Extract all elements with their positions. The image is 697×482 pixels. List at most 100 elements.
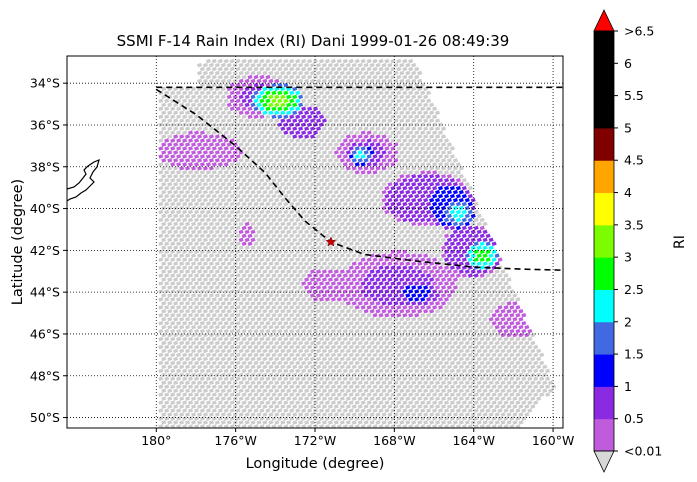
swath-pixel	[402, 82, 408, 88]
swath-pixel	[253, 138, 259, 143]
swath-pixel	[336, 114, 342, 120]
swath-pixel	[301, 130, 307, 135]
swath-pixel	[283, 58, 289, 64]
swath-pixel	[420, 114, 426, 120]
swath-pixel	[411, 86, 417, 92]
swath-pixel	[363, 78, 369, 84]
swath-pixel	[402, 98, 408, 104]
swath-pixel	[262, 134, 268, 139]
swath-pixel	[232, 150, 238, 155]
swath-pixel	[277, 58, 283, 64]
swath-pixel	[316, 126, 322, 131]
swath-pixel	[271, 66, 277, 72]
swath-pixel	[235, 138, 241, 143]
swath-pixel	[199, 138, 205, 143]
swath-pixel	[339, 102, 345, 108]
swath-pixel	[354, 106, 360, 112]
swath-pixel	[390, 66, 396, 72]
swath-pixel	[158, 130, 164, 135]
swath-pixel	[256, 142, 262, 147]
swath-pixel	[396, 66, 402, 72]
swath-pixel	[253, 98, 259, 104]
swath-pixel	[274, 126, 280, 131]
swath-pixel	[310, 94, 316, 100]
swath-pixel	[324, 138, 330, 143]
swath-pixel	[372, 90, 378, 96]
swath-pixel	[301, 146, 307, 151]
swath-pixel	[357, 110, 363, 116]
swath-pixel	[307, 106, 313, 112]
swath-pixel	[307, 130, 313, 135]
swath-pixel	[316, 78, 322, 84]
swath-pixel	[208, 150, 214, 155]
swath-pixel	[170, 114, 176, 120]
swath-pixel	[214, 78, 220, 84]
swath-pixel	[295, 106, 301, 112]
swath-pixel	[250, 150, 256, 155]
swath-pixel	[381, 142, 387, 147]
swath-pixel	[372, 122, 378, 127]
swath-pixel	[414, 98, 420, 104]
swath-pixel	[179, 94, 185, 100]
swath-pixel	[271, 58, 277, 64]
swath-pixel	[179, 134, 185, 139]
swath-pixel	[265, 98, 271, 104]
swath-pixel	[298, 102, 304, 108]
swath-pixel	[179, 150, 185, 155]
swath-pixel	[161, 110, 167, 116]
swath-pixel	[316, 134, 322, 139]
swath-pixel	[432, 114, 438, 120]
swath-pixel	[158, 138, 164, 143]
swath-pixel	[211, 138, 217, 143]
swath-pixel	[247, 82, 253, 88]
swath-pixel	[208, 118, 214, 123]
swath-pixel	[333, 118, 339, 123]
swath-pixel	[360, 130, 366, 135]
swath-pixel	[402, 146, 408, 151]
swath-pixel	[232, 94, 238, 100]
swath-pixel	[205, 74, 211, 80]
swath-pixel	[315, 118, 322, 123]
swath-pixel	[408, 106, 414, 112]
swath-pixel	[292, 94, 298, 100]
swath-pixel	[348, 90, 354, 96]
swath-pixel	[226, 134, 232, 139]
swath-pixel	[286, 150, 292, 155]
swath-pixel	[229, 130, 235, 135]
swath-pixel	[417, 142, 423, 147]
swath-pixel	[191, 134, 197, 139]
swath-pixel	[405, 110, 411, 116]
swath-pixel	[268, 94, 274, 100]
swath-pixel	[292, 86, 298, 92]
swath-pixel	[378, 90, 384, 96]
swath-pixel	[408, 66, 414, 72]
swath-pixel	[253, 106, 259, 112]
swath-pixel	[339, 118, 345, 123]
swath-pixel	[167, 142, 173, 147]
swath-pixel	[432, 146, 438, 151]
swath-pixel	[262, 142, 268, 147]
swath-pixel	[307, 122, 313, 127]
swath-pixel	[369, 142, 375, 147]
swath-pixel	[369, 110, 375, 116]
swath-pixel	[363, 126, 369, 131]
swath-pixel	[345, 142, 351, 147]
swath-pixel	[286, 142, 292, 147]
swath-pixel	[211, 58, 217, 64]
swath-pixel	[241, 66, 247, 72]
swath-pixel	[390, 98, 396, 104]
swath-pixel	[229, 106, 235, 112]
swath-pixel	[173, 134, 179, 139]
swath-pixel	[363, 62, 369, 68]
swath-pixel	[345, 110, 351, 116]
swath-pixel	[259, 90, 265, 96]
swath-pixel	[194, 138, 200, 143]
swath-pixel	[191, 126, 197, 131]
swath-pixel	[256, 110, 262, 116]
swath-pixel	[167, 110, 173, 116]
swath-pixel	[289, 122, 295, 127]
swath-pixel	[408, 90, 414, 96]
swath-pixel	[434, 110, 441, 116]
swath-pixel	[378, 122, 384, 127]
